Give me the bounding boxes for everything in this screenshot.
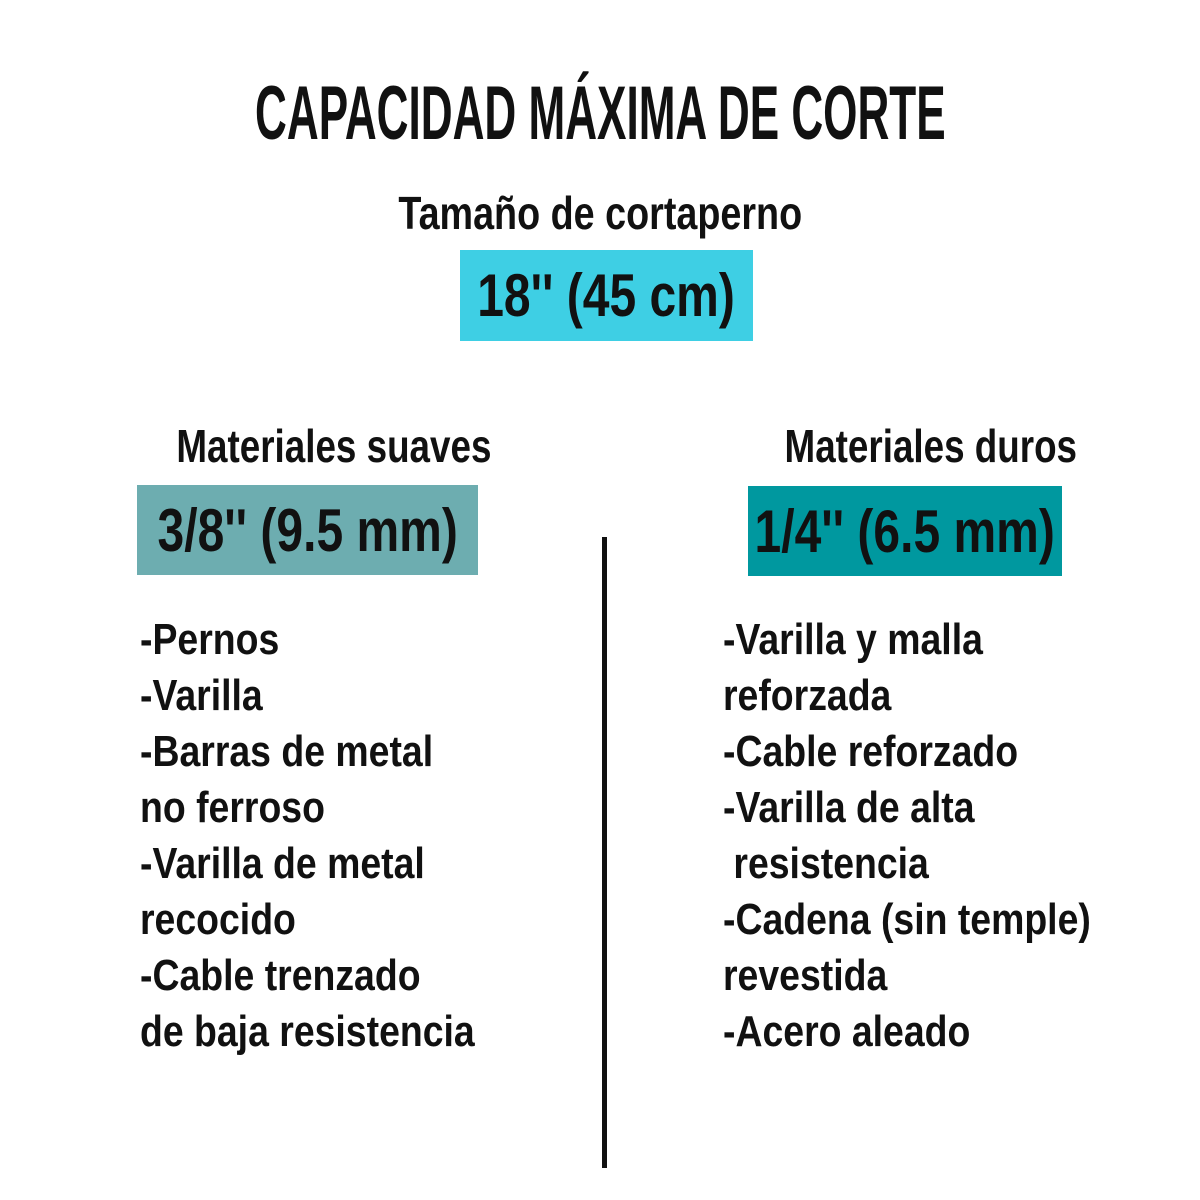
soft-materials-list: -Pernos -Varilla -Barras de metal no ferro… xyxy=(140,612,475,1060)
list-item: -Barras de metal no ferroso xyxy=(140,727,434,832)
list-item: -Cable reforzado xyxy=(723,727,1019,776)
column-divider xyxy=(602,537,607,1168)
cutter-size-label: Tamaño de cortaperno xyxy=(0,186,1200,240)
list-item: -Varilla de alta resistencia xyxy=(723,783,975,888)
list-item: -Cable trenzado de baja resistencia xyxy=(140,951,475,1056)
soft-materials-capacity-badge: 3/8'' (9.5 mm) xyxy=(137,485,478,575)
list-item: -Pernos xyxy=(140,615,280,664)
soft-materials-header-text: Materiales suaves xyxy=(176,420,492,472)
soft-materials-capacity-text: 3/8'' (9.5 mm) xyxy=(157,496,458,564)
list-item: -Varilla de metal recocido xyxy=(140,839,425,944)
list-item: -Acero aleado xyxy=(723,1007,971,1056)
page-title-text: CAPACIDAD MÁXIMA DE CORTE xyxy=(254,71,946,156)
hard-materials-capacity-text: 1/4'' (6.5 mm) xyxy=(754,497,1056,565)
list-item: -Cadena (sin temple) revestida xyxy=(723,895,1091,1000)
page-title: CAPACIDAD MÁXIMA DE CORTE xyxy=(0,70,1200,157)
soft-materials-header: Materiales suaves xyxy=(137,419,491,473)
list-item: -Varilla y malla reforzada xyxy=(723,615,983,720)
hard-materials-header: Materiales duros xyxy=(748,419,1077,473)
list-item: -Varilla xyxy=(140,671,263,720)
hard-materials-capacity-badge: 1/4'' (6.5 mm) xyxy=(748,486,1062,576)
hard-materials-header-text: Materiales duros xyxy=(784,420,1078,472)
hard-materials-list: -Varilla y malla reforzada -Cable reforza… xyxy=(723,612,1091,1060)
cutter-size-label-text: Tamaño de cortaperno xyxy=(398,187,802,239)
cutter-size-badge-text: 18'' (45 cm) xyxy=(477,262,736,329)
cutter-size-badge: 18'' (45 cm) xyxy=(460,250,753,341)
